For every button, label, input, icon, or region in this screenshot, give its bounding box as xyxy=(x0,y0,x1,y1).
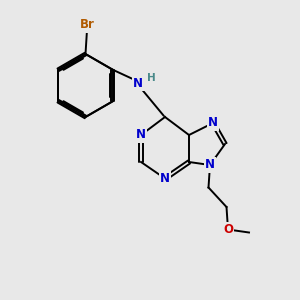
Text: N: N xyxy=(160,172,170,185)
Text: Br: Br xyxy=(80,18,94,31)
Text: N: N xyxy=(136,128,146,142)
Text: N: N xyxy=(133,77,143,90)
Text: H: H xyxy=(146,73,155,83)
Text: O: O xyxy=(223,223,233,236)
Text: N: N xyxy=(208,116,218,130)
Text: N: N xyxy=(205,158,215,172)
